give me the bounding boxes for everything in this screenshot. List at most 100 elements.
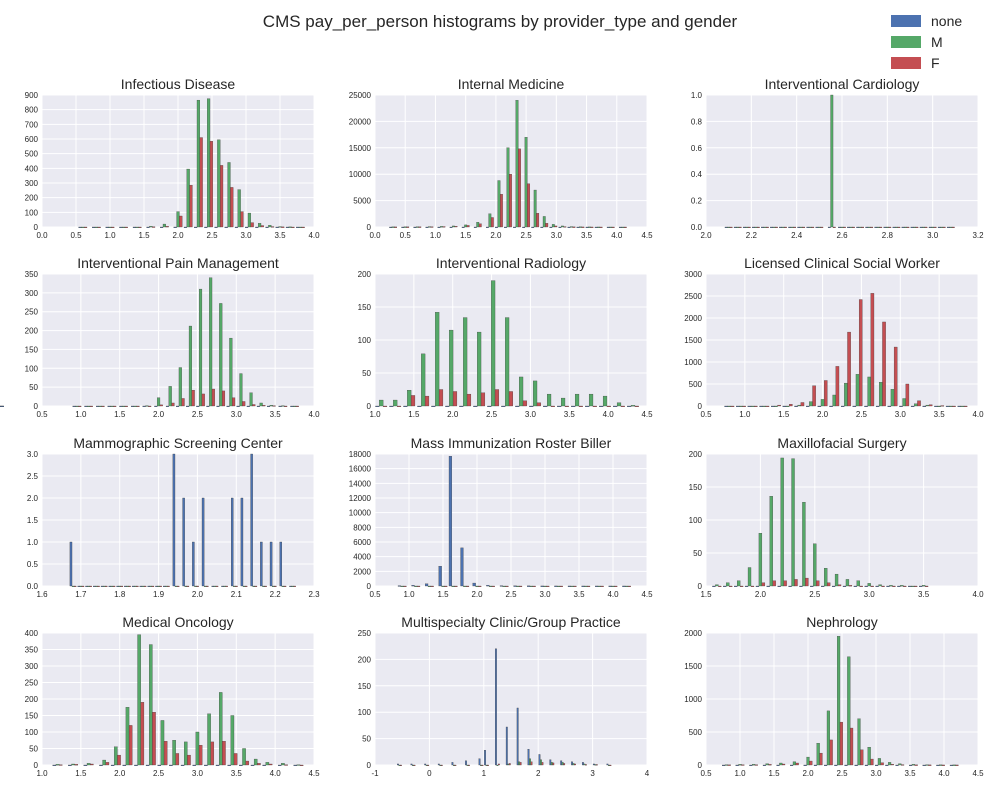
- bar-none: [886, 585, 890, 587]
- bar-none: [410, 763, 413, 766]
- bar-f: [789, 404, 793, 407]
- bar-none: [403, 405, 408, 407]
- bar-f: [500, 194, 503, 228]
- bar-none: [554, 585, 558, 587]
- bar-m: [570, 585, 574, 587]
- bar-f: [765, 405, 770, 407]
- bar-none: [567, 226, 571, 228]
- x-tick-label: 4.5: [972, 769, 984, 778]
- bar-f: [410, 395, 416, 407]
- bar-f: [903, 585, 907, 587]
- bar-none: [817, 405, 822, 407]
- bar-m: [781, 226, 785, 228]
- bar-none: [194, 226, 198, 228]
- y-tick-label: 1000: [684, 358, 702, 367]
- x-tick-label: 3.0: [539, 590, 551, 599]
- bar-none: [448, 456, 452, 587]
- bar-none: [119, 226, 123, 228]
- bar-m: [630, 405, 636, 407]
- bar-m: [826, 710, 830, 766]
- bar-none: [146, 226, 150, 228]
- bar-none: [813, 764, 817, 766]
- bar-none: [501, 405, 506, 407]
- bar-m: [808, 226, 812, 228]
- x-tick-label: 2.0: [700, 231, 712, 240]
- bar-m: [265, 762, 270, 766]
- bar-f: [186, 585, 190, 587]
- bar-m: [149, 644, 153, 766]
- bar-f: [508, 391, 513, 407]
- x-tick-label: 1.5: [138, 231, 150, 240]
- bar-none: [246, 405, 250, 407]
- bar-f: [143, 585, 147, 587]
- x-tick-label: 2.0: [172, 231, 184, 240]
- x-tick-label: 1.9: [153, 590, 165, 599]
- bar-m: [518, 761, 521, 766]
- y-tick-label: 1000: [684, 695, 702, 704]
- bar-f: [585, 764, 587, 766]
- y-tick-label: 0.5: [27, 560, 39, 569]
- bar-none: [788, 226, 792, 228]
- x-tick-label: 1.5: [408, 410, 420, 419]
- bar-m: [952, 764, 956, 766]
- bar-f: [295, 405, 299, 407]
- bar-m: [616, 402, 622, 407]
- bar-none: [582, 762, 584, 766]
- bar-none: [92, 226, 96, 228]
- bar-m: [476, 222, 480, 228]
- y-tick-label: 50: [29, 745, 38, 754]
- x-tick-label: 2.0: [755, 590, 767, 599]
- bar-none: [736, 405, 740, 407]
- bar-f: [829, 739, 833, 766]
- bar-m: [71, 585, 75, 587]
- bar-m: [379, 399, 384, 407]
- bar-f: [481, 764, 484, 766]
- bar-none: [829, 405, 833, 407]
- bar-m: [738, 764, 742, 766]
- y-tick-label: 700: [25, 120, 39, 129]
- bar-f: [268, 763, 273, 766]
- bar-m: [834, 573, 839, 587]
- bar-m: [940, 226, 944, 228]
- bar-f: [727, 764, 731, 766]
- bar-f: [242, 401, 246, 407]
- bar-none: [192, 541, 195, 587]
- y-tick-label: 1500: [684, 662, 702, 671]
- bar-f: [299, 764, 304, 766]
- bar-none: [733, 226, 737, 228]
- bar-none: [722, 764, 726, 766]
- x-tick-label: 0.5: [369, 590, 381, 599]
- x-tick-label: 0.0: [369, 231, 381, 240]
- bar-none: [599, 405, 604, 407]
- bar-none: [214, 226, 218, 228]
- bar-f: [291, 226, 295, 228]
- y-tick-label: 2000: [684, 629, 702, 638]
- bar-f: [600, 585, 604, 587]
- bar-m: [252, 585, 255, 587]
- bar-f: [627, 585, 631, 587]
- bar-none: [487, 405, 492, 407]
- y-tick-label: 0.8: [691, 117, 703, 126]
- bar-f: [793, 226, 797, 228]
- plot-area: [375, 633, 647, 765]
- bar-m: [888, 762, 892, 766]
- bar-f: [240, 211, 244, 228]
- legend-label-none: none: [931, 12, 963, 29]
- x-tick-label: 3.0: [240, 231, 252, 240]
- x-tick-label: 3.0: [551, 231, 563, 240]
- bar-none: [749, 764, 753, 766]
- bar-m: [141, 585, 145, 587]
- bar-f: [124, 405, 128, 407]
- x-tick-label: 4.0: [611, 231, 623, 240]
- bar-f: [882, 321, 886, 407]
- bar-m: [203, 585, 207, 587]
- bar-f: [858, 299, 863, 407]
- bar-none: [875, 405, 880, 407]
- bar-f: [113, 405, 117, 407]
- bar-m: [774, 405, 778, 407]
- bar-none: [909, 764, 913, 766]
- bar-f: [623, 226, 627, 228]
- bar-none: [592, 763, 595, 766]
- y-tick-label: 0: [698, 582, 703, 591]
